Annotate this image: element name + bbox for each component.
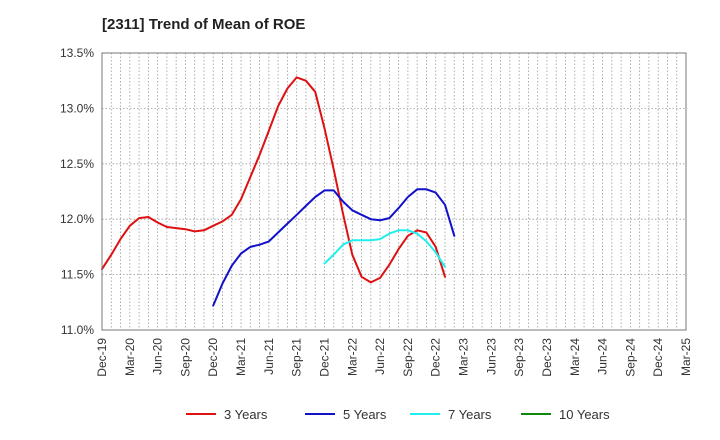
x-tick-label: Dec-22 xyxy=(429,338,443,377)
x-tick-label: Jun-23 xyxy=(484,338,498,375)
x-tick-label: Sep-21 xyxy=(290,338,304,377)
x-tick-label: Jun-20 xyxy=(151,338,165,375)
y-tick-label: 11.0% xyxy=(61,323,94,337)
chart-title: [2311] Trend of Mean of ROE xyxy=(102,16,305,33)
x-tick-label: Mar-22 xyxy=(345,338,359,376)
y-axis: 11.0% 11.5% 12.0% 12.5% 13.0% 13.5% xyxy=(60,46,94,337)
legend-label: 10 Years xyxy=(559,407,610,422)
legend-label: 5 Years xyxy=(343,407,387,422)
x-tick-label: Dec-23 xyxy=(540,338,554,377)
x-tick-label: Sep-23 xyxy=(512,338,526,377)
grid-lines xyxy=(102,53,686,330)
x-tick-label: Mar-23 xyxy=(457,338,471,376)
series-line-3-years xyxy=(101,76,446,284)
y-tick-label: 11.5% xyxy=(61,268,94,282)
x-tick-label: Sep-20 xyxy=(178,338,192,377)
x-tick-label: Mar-20 xyxy=(123,338,137,376)
y-tick-label: 13.0% xyxy=(60,101,94,115)
x-tick-label: Dec-21 xyxy=(317,338,331,377)
series-line-7-years xyxy=(323,229,446,268)
series-layer xyxy=(101,76,456,307)
x-tick-label: Sep-22 xyxy=(401,338,415,377)
x-tick-label: Dec-19 xyxy=(95,338,109,377)
y-tick-label: 12.0% xyxy=(60,212,94,226)
legend: 3 Years 5 Years 7 Years 10 Years xyxy=(186,407,610,422)
x-tick-label: Jun-24 xyxy=(596,338,610,375)
x-tick-label: Mar-24 xyxy=(568,338,582,376)
y-tick-label: 12.5% xyxy=(60,157,94,171)
x-tick-label: Dec-24 xyxy=(651,338,665,377)
legend-label: 3 Years xyxy=(224,407,268,422)
x-tick-label: Jun-21 xyxy=(262,338,276,375)
x-tick-label: Dec-20 xyxy=(206,338,220,377)
legend-label: 7 Years xyxy=(448,407,492,422)
x-tick-label: Mar-21 xyxy=(234,338,248,376)
x-axis: Dec-19 Mar-20 Jun-20 Sep-20 Dec-20 Mar-21 Jun-… xyxy=(95,338,693,377)
x-tick-label: Mar-25 xyxy=(679,338,693,376)
x-tick-label: Sep-24 xyxy=(623,338,637,377)
y-tick-label: 13.5% xyxy=(60,46,94,60)
plot-frame xyxy=(101,52,687,331)
series-line-5-years xyxy=(212,188,456,307)
x-tick-label: Jun-22 xyxy=(373,338,387,375)
